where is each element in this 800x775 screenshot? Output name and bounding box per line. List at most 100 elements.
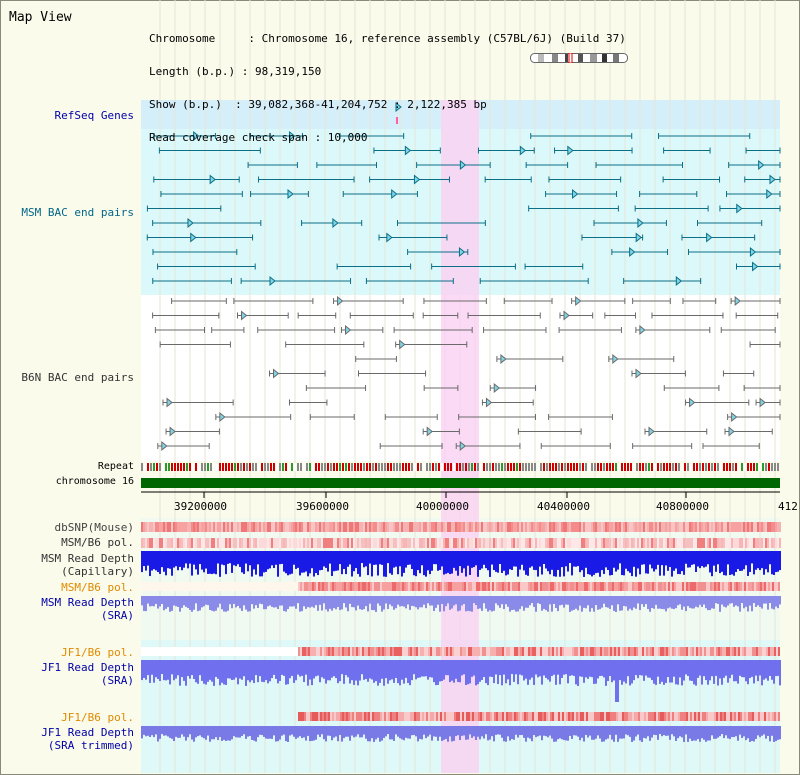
msm-depth-cap-bar xyxy=(351,551,353,577)
dbsnp-cell xyxy=(173,522,175,532)
jf1-depth-sra-bar xyxy=(527,660,529,685)
dbsnp-cell xyxy=(299,522,301,532)
repeat-mark xyxy=(618,463,620,471)
msm-depth-sra-bar xyxy=(541,596,543,611)
msm-pol2-cell xyxy=(320,582,322,591)
msm-depth-cap-bar xyxy=(375,551,377,565)
msm-depth-cap-bar xyxy=(663,551,665,576)
jf1-depth-sra-bar xyxy=(533,660,535,685)
msm-depth-cap-bar xyxy=(293,551,295,565)
msm-depth-sra-bar xyxy=(461,596,463,606)
msm-pol2-cell xyxy=(372,582,374,591)
jf1-depth-sra-bar xyxy=(317,660,319,676)
strand-arrow xyxy=(426,426,433,437)
msm-pol-cell xyxy=(451,538,453,548)
page-title: Map View xyxy=(9,10,72,25)
jf1-depth-trim-bar xyxy=(681,726,683,738)
jf1-pol-cell xyxy=(374,647,376,656)
jf1-pol2-cell xyxy=(746,712,748,721)
msm-depth-sra-bar xyxy=(719,596,721,612)
dbsnp-cell xyxy=(407,522,409,532)
dbsnp-cell xyxy=(319,522,321,532)
msm-depth-cap-bar xyxy=(529,551,531,568)
msm-pol-cell xyxy=(619,538,621,548)
jf1-depth-trim-bar xyxy=(225,726,227,742)
jf1-pol2-cell xyxy=(664,712,666,721)
repeat-mark xyxy=(747,463,749,471)
msm-depth-sra-bar xyxy=(659,596,661,609)
msm-pol-cell xyxy=(693,538,695,548)
jf1-pol-cell xyxy=(672,647,674,656)
msm-depth-cap-bar xyxy=(157,551,159,573)
msm-pol2-cell xyxy=(494,582,496,591)
msm-pol2-cell xyxy=(414,582,416,591)
repeat-mark xyxy=(741,463,743,471)
jf1-depth-trim-bar xyxy=(595,726,597,739)
jf1-pol2-cell xyxy=(414,712,416,721)
msm-pol-cell xyxy=(649,538,651,548)
repeat-mark xyxy=(492,463,494,471)
dbsnp-cell xyxy=(473,522,475,532)
jf1-depth-trim-bar xyxy=(153,726,155,738)
jf1-pol-cell xyxy=(704,647,706,656)
jf1-pol-cell xyxy=(644,647,646,656)
strand-arrow xyxy=(241,310,248,321)
jf1-depth-trim-bar xyxy=(275,726,277,742)
dbsnp-cell xyxy=(693,522,695,532)
dbsnp-cell xyxy=(375,522,377,532)
jf1-pol2-cell xyxy=(592,712,594,721)
repeat-mark xyxy=(408,463,410,471)
dbsnp-cell xyxy=(603,522,605,532)
repeat-mark xyxy=(558,463,560,471)
repeat-mark xyxy=(777,463,779,471)
jf1-depth-trim-bar xyxy=(505,726,507,742)
msm-depth-cap-bar xyxy=(441,551,443,567)
msm-depth-cap-bar xyxy=(175,551,177,567)
jf1-pol-cell xyxy=(298,647,300,656)
strand-arrow xyxy=(269,275,276,287)
jf1-depth-sra-bar xyxy=(177,660,179,676)
msm-depth-sra-bar xyxy=(681,596,683,610)
jf1-pol2-cell xyxy=(580,712,582,721)
jf1-depth-trim-bar xyxy=(605,726,607,740)
label-dbsnp: dbSNP(Mouse) xyxy=(54,521,134,534)
msm-depth-cap-bar xyxy=(629,551,631,573)
msm-pol-cell xyxy=(491,538,493,548)
jf1-pol-cell xyxy=(730,647,732,656)
chromosome-ideogram[interactable] xyxy=(530,53,628,63)
repeat-mark xyxy=(183,463,185,471)
dbsnp-cell xyxy=(743,522,745,532)
jf1-pol-cell xyxy=(724,647,726,656)
jf1-pol2-cell xyxy=(610,712,612,721)
jf1-depth-sra-bar xyxy=(395,660,397,678)
msm-pol-cell xyxy=(689,538,691,548)
jf1-pol-cell xyxy=(740,647,742,656)
msm-depth-cap-bar xyxy=(465,551,467,577)
repeat-mark xyxy=(423,463,425,471)
jf1-depth-trim-bar xyxy=(599,726,601,739)
jf1-depth-trim-bar xyxy=(351,726,353,736)
jf1-depth-trim-bar xyxy=(767,726,769,736)
jf1-depth-sra-bar xyxy=(569,660,571,676)
msm-depth-sra-bar xyxy=(527,596,529,608)
msm-pol2-cell xyxy=(592,582,594,591)
msm-depth-sra-bar xyxy=(573,596,575,610)
jf1-depth-sra-bar xyxy=(455,660,457,679)
dbsnp-cell xyxy=(633,522,635,532)
jf1-pol-cell xyxy=(352,647,354,656)
msm-pol-cell xyxy=(761,538,763,548)
dbsnp-cell xyxy=(325,522,327,532)
msm-depth-sra-bar xyxy=(199,596,201,611)
dbsnp-cell xyxy=(529,522,531,532)
msm-depth-cap-bar xyxy=(655,551,657,570)
msm-pol-cell xyxy=(549,538,551,548)
jf1-depth-trim-bar xyxy=(629,726,631,737)
jf1-depth-sra-bar xyxy=(299,660,301,677)
msm-pol-cell xyxy=(273,538,275,548)
dbsnp-cell xyxy=(245,522,247,532)
repeat-mark xyxy=(306,463,308,471)
jf1-pol2-cell xyxy=(300,712,302,721)
msm-pol2-cell xyxy=(706,582,708,591)
msm-pol-cell xyxy=(427,538,429,548)
msm-depth-cap-bar xyxy=(237,551,239,565)
